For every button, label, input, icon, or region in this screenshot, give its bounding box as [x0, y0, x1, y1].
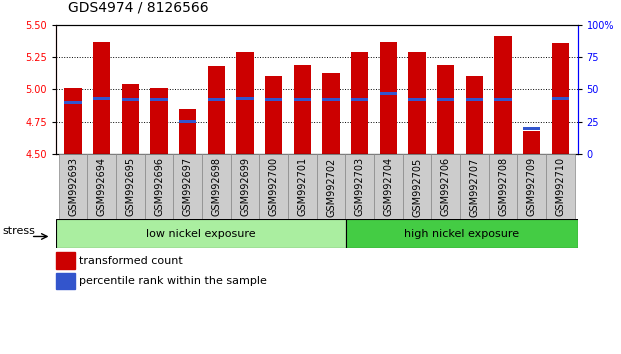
- Bar: [346, 219, 578, 248]
- Text: GSM992699: GSM992699: [240, 157, 250, 216]
- Bar: [93, 41, 111, 154]
- Bar: [402, 154, 432, 219]
- Bar: [322, 73, 340, 154]
- Bar: [351, 98, 368, 101]
- Bar: [265, 98, 283, 101]
- Bar: [150, 98, 168, 101]
- Bar: [523, 127, 540, 130]
- Text: GSM992693: GSM992693: [68, 157, 78, 216]
- Bar: [179, 120, 196, 123]
- Text: GSM992703: GSM992703: [355, 157, 365, 216]
- Bar: [489, 154, 517, 219]
- Text: GSM992694: GSM992694: [97, 157, 107, 216]
- Bar: [288, 154, 317, 219]
- Bar: [294, 98, 311, 101]
- Bar: [322, 98, 340, 101]
- Text: GSM992695: GSM992695: [125, 157, 135, 216]
- Bar: [546, 154, 574, 219]
- Bar: [59, 154, 88, 219]
- Bar: [466, 76, 483, 154]
- Bar: [437, 65, 455, 154]
- Text: GDS4974 / 8126566: GDS4974 / 8126566: [68, 0, 209, 14]
- Bar: [551, 43, 569, 154]
- Bar: [409, 52, 425, 154]
- Bar: [437, 98, 455, 101]
- Bar: [231, 154, 260, 219]
- Bar: [460, 154, 489, 219]
- Bar: [56, 219, 346, 248]
- Bar: [122, 98, 139, 101]
- Bar: [380, 92, 397, 95]
- Bar: [56, 273, 75, 289]
- Bar: [265, 76, 283, 154]
- Bar: [237, 97, 253, 100]
- Bar: [56, 252, 75, 269]
- Bar: [116, 154, 145, 219]
- Bar: [551, 97, 569, 100]
- Bar: [88, 154, 116, 219]
- Text: GSM992708: GSM992708: [498, 157, 508, 216]
- Text: GSM992696: GSM992696: [154, 157, 164, 216]
- Bar: [517, 154, 546, 219]
- Text: transformed count: transformed count: [79, 256, 183, 266]
- Text: GSM992700: GSM992700: [269, 157, 279, 216]
- Text: GSM992701: GSM992701: [297, 157, 307, 216]
- Bar: [294, 65, 311, 154]
- Bar: [523, 131, 540, 154]
- Bar: [494, 98, 512, 101]
- Bar: [260, 154, 288, 219]
- Bar: [345, 154, 374, 219]
- Text: stress: stress: [3, 226, 35, 236]
- Bar: [179, 109, 196, 154]
- Text: GSM992698: GSM992698: [211, 157, 222, 216]
- Bar: [351, 52, 368, 154]
- Bar: [122, 84, 139, 154]
- Bar: [432, 154, 460, 219]
- Bar: [202, 154, 231, 219]
- Bar: [65, 101, 82, 104]
- Bar: [409, 98, 425, 101]
- Bar: [466, 98, 483, 101]
- Bar: [173, 154, 202, 219]
- Bar: [208, 98, 225, 101]
- Text: GSM992707: GSM992707: [469, 157, 479, 217]
- Bar: [208, 66, 225, 154]
- Bar: [150, 88, 168, 154]
- Text: GSM992709: GSM992709: [527, 157, 537, 216]
- Text: low nickel exposure: low nickel exposure: [146, 229, 256, 239]
- Bar: [145, 154, 173, 219]
- Text: GSM992705: GSM992705: [412, 157, 422, 217]
- Bar: [237, 52, 253, 154]
- Bar: [374, 154, 402, 219]
- Bar: [380, 41, 397, 154]
- Text: GSM992710: GSM992710: [555, 157, 565, 216]
- Bar: [65, 88, 82, 154]
- Text: GSM992706: GSM992706: [441, 157, 451, 216]
- Bar: [317, 154, 345, 219]
- Text: high nickel exposure: high nickel exposure: [404, 229, 519, 239]
- Bar: [494, 36, 512, 154]
- Bar: [93, 97, 111, 100]
- Text: GSM992704: GSM992704: [383, 157, 393, 216]
- Text: GSM992702: GSM992702: [326, 157, 336, 217]
- Text: GSM992697: GSM992697: [183, 157, 193, 216]
- Text: percentile rank within the sample: percentile rank within the sample: [79, 276, 267, 286]
